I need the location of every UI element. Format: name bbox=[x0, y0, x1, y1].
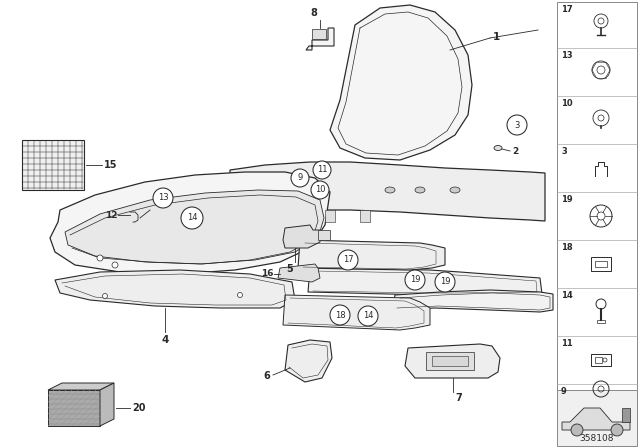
Polygon shape bbox=[283, 225, 320, 248]
Polygon shape bbox=[285, 340, 332, 382]
Text: 2: 2 bbox=[512, 146, 518, 155]
Text: 9: 9 bbox=[561, 387, 567, 396]
Circle shape bbox=[311, 181, 329, 199]
Polygon shape bbox=[100, 383, 114, 426]
Text: 14: 14 bbox=[187, 214, 197, 223]
Text: 5: 5 bbox=[286, 264, 293, 274]
Text: 12: 12 bbox=[106, 211, 118, 220]
Bar bbox=[432, 356, 468, 366]
Text: 8: 8 bbox=[310, 8, 317, 18]
Polygon shape bbox=[325, 210, 335, 222]
Polygon shape bbox=[65, 190, 324, 264]
Text: 17: 17 bbox=[561, 5, 573, 14]
Circle shape bbox=[405, 270, 425, 290]
Text: 15: 15 bbox=[104, 160, 118, 170]
Bar bbox=[22, 140, 84, 190]
Polygon shape bbox=[330, 5, 472, 160]
Text: 9: 9 bbox=[298, 173, 303, 182]
Text: 10: 10 bbox=[561, 99, 573, 108]
Text: 7: 7 bbox=[455, 393, 461, 403]
Circle shape bbox=[571, 424, 583, 436]
Circle shape bbox=[112, 262, 118, 268]
Circle shape bbox=[358, 306, 378, 326]
Circle shape bbox=[507, 115, 527, 135]
Circle shape bbox=[291, 169, 309, 187]
Circle shape bbox=[338, 250, 358, 270]
Circle shape bbox=[181, 207, 203, 229]
Text: 4: 4 bbox=[161, 335, 169, 345]
Text: 18: 18 bbox=[561, 243, 573, 252]
Text: 19: 19 bbox=[561, 195, 573, 204]
Polygon shape bbox=[230, 162, 545, 221]
Polygon shape bbox=[50, 172, 330, 274]
Polygon shape bbox=[48, 390, 100, 426]
Text: 11: 11 bbox=[317, 165, 327, 175]
Bar bbox=[312, 29, 326, 39]
Text: 3: 3 bbox=[561, 147, 567, 156]
Circle shape bbox=[435, 272, 455, 292]
Text: 17: 17 bbox=[342, 255, 353, 264]
Circle shape bbox=[97, 255, 103, 261]
Bar bbox=[591, 354, 611, 366]
Text: 10: 10 bbox=[315, 185, 325, 194]
Text: 3: 3 bbox=[515, 121, 520, 129]
Polygon shape bbox=[48, 383, 114, 390]
Text: 16: 16 bbox=[262, 270, 274, 279]
Text: 14: 14 bbox=[561, 291, 573, 300]
Polygon shape bbox=[308, 268, 542, 295]
Ellipse shape bbox=[450, 187, 460, 193]
Bar bbox=[426, 352, 474, 370]
Polygon shape bbox=[290, 210, 300, 222]
Bar bbox=[595, 357, 602, 363]
Circle shape bbox=[237, 293, 243, 297]
Polygon shape bbox=[318, 230, 330, 240]
Text: 18: 18 bbox=[335, 310, 346, 319]
Text: 11: 11 bbox=[561, 339, 573, 348]
Bar bbox=[622, 408, 630, 422]
Text: 19: 19 bbox=[410, 276, 420, 284]
Circle shape bbox=[102, 293, 108, 298]
Bar bbox=[557, 2, 637, 392]
Ellipse shape bbox=[415, 187, 425, 193]
Text: 13: 13 bbox=[157, 194, 168, 202]
Bar bbox=[595, 261, 607, 267]
Text: 1: 1 bbox=[493, 32, 500, 42]
Ellipse shape bbox=[494, 146, 502, 151]
Circle shape bbox=[153, 188, 173, 208]
Bar bbox=[591, 257, 611, 271]
Text: 6: 6 bbox=[263, 371, 270, 381]
Polygon shape bbox=[260, 210, 270, 222]
Text: 20: 20 bbox=[132, 403, 145, 413]
Polygon shape bbox=[55, 270, 295, 308]
Bar bbox=[597, 320, 605, 323]
Polygon shape bbox=[283, 295, 430, 330]
Circle shape bbox=[313, 161, 331, 179]
Text: 19: 19 bbox=[440, 277, 451, 287]
Polygon shape bbox=[298, 240, 445, 270]
Circle shape bbox=[330, 305, 350, 325]
Polygon shape bbox=[306, 28, 334, 50]
Polygon shape bbox=[562, 408, 630, 430]
Text: 14: 14 bbox=[363, 311, 373, 320]
Text: 358108: 358108 bbox=[580, 434, 614, 443]
Polygon shape bbox=[360, 210, 370, 222]
Polygon shape bbox=[392, 290, 553, 312]
Ellipse shape bbox=[385, 187, 395, 193]
Text: 13: 13 bbox=[561, 51, 573, 60]
Circle shape bbox=[611, 424, 623, 436]
Polygon shape bbox=[278, 264, 320, 282]
Polygon shape bbox=[405, 344, 500, 378]
Bar bbox=[557, 390, 637, 446]
